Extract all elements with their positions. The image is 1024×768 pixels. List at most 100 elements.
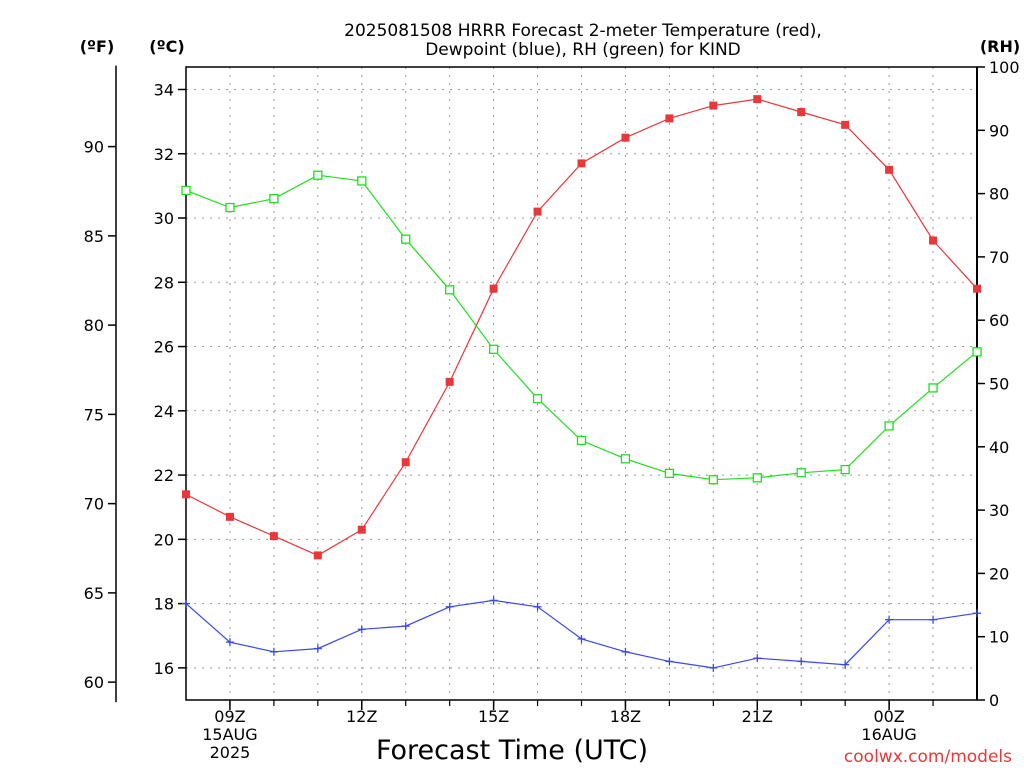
celsius-tick-label: 30 <box>154 209 174 228</box>
dewpoint-point <box>929 615 938 624</box>
rh-tick-label: 30 <box>989 501 1009 520</box>
temperature-point <box>709 101 718 110</box>
celsius-tick-label: 22 <box>154 466 174 485</box>
temperature-point <box>841 120 850 129</box>
rh-tick-label: 0 <box>989 691 999 710</box>
dewpoint-point <box>357 625 366 634</box>
rh-tick-label: 100 <box>989 58 1020 77</box>
temperature-point <box>357 525 366 534</box>
dewpoint-point <box>841 660 850 669</box>
x-tick-label: 09Z <box>214 707 245 726</box>
rh-tick-label: 70 <box>989 248 1009 267</box>
rh-point <box>401 234 411 244</box>
x-tick-label: 2025 <box>210 743 251 762</box>
temperature-point <box>973 284 981 293</box>
dewpoint-point <box>577 634 586 643</box>
celsius-tick-label: 16 <box>154 659 174 678</box>
rh-point <box>752 473 762 483</box>
fahrenheit-tick-label: 90 <box>84 138 104 157</box>
fahrenheit-tick-label: 65 <box>84 584 104 603</box>
rh-tick-label: 80 <box>989 185 1009 204</box>
unit-label-fahrenheit: (ºF) <box>80 37 115 56</box>
rh-point <box>532 394 543 404</box>
rh-point <box>884 421 894 431</box>
dewpoint-point <box>621 647 630 656</box>
series-layer <box>181 95 982 672</box>
rh-tick-label: 90 <box>989 121 1009 140</box>
temperature-point <box>182 490 190 499</box>
rh-point <box>972 347 982 357</box>
rh-point <box>664 468 675 479</box>
x-tick-label: 15Z <box>478 707 509 726</box>
celsius-tick-label: 20 <box>154 530 174 549</box>
chart-title-line2: Dewpoint (blue), RH (green) for KIND <box>425 40 741 60</box>
temperature-point <box>885 165 894 174</box>
temperature-point <box>797 107 806 116</box>
credit-text: coolwx.com/models <box>844 747 1012 767</box>
x-tick-label: 16AUG <box>861 725 916 744</box>
temperature-point <box>225 512 234 521</box>
fahrenheit-tick-label: 85 <box>84 227 104 246</box>
temperature-point <box>313 551 322 560</box>
celsius-tick-label: 18 <box>154 595 174 614</box>
celsius-tick-label: 26 <box>154 338 174 357</box>
dewpoint-point <box>973 609 981 618</box>
unit-label-rh: (RH) <box>980 37 1020 56</box>
celsius-tick-label: 28 <box>154 273 174 292</box>
rh-point <box>928 383 938 393</box>
dewpoint-point <box>269 647 278 656</box>
rh-tick-label: 50 <box>989 375 1009 394</box>
rh-point <box>313 170 323 180</box>
fahrenheit-tick-label: 80 <box>84 316 104 335</box>
temperature-point <box>665 114 674 123</box>
temperature-point <box>533 207 542 216</box>
dewpoint-point <box>753 654 762 663</box>
series-line-temperature <box>185 98 978 557</box>
rh-point <box>181 185 191 196</box>
celsius-tick-label: 24 <box>154 402 174 421</box>
dewpoint-point <box>401 622 410 631</box>
dewpoint-point <box>313 644 322 653</box>
x-tick-label: 00Z <box>873 707 904 726</box>
x-tick-label: 18Z <box>610 707 641 726</box>
temperature-point <box>269 532 278 541</box>
dewpoint-point <box>665 657 674 666</box>
temperature-point <box>577 159 586 168</box>
dewpoint-point <box>885 615 894 624</box>
rh-point <box>225 202 235 213</box>
dewpoint-point <box>533 602 542 611</box>
rh-point <box>576 435 587 446</box>
x-tick-label: 12Z <box>346 707 377 726</box>
fahrenheit-tick-label: 70 <box>84 495 104 514</box>
dewpoint-point <box>225 638 234 647</box>
rh-point <box>796 468 806 478</box>
rh-tick-label: 60 <box>989 311 1009 330</box>
fahrenheit-tick-label: 75 <box>84 405 104 424</box>
dewpoint-point <box>182 599 190 608</box>
dewpoint-point <box>489 596 498 605</box>
rh-tick-label: 10 <box>989 628 1009 647</box>
temperature-point <box>621 133 630 142</box>
x-tick-label: 21Z <box>742 707 773 726</box>
series-line-dewpoint <box>185 599 978 669</box>
temperature-point <box>753 95 762 104</box>
axes <box>108 65 985 710</box>
rh-point <box>488 344 499 354</box>
dewpoint-point <box>797 657 806 666</box>
dewpoint-point <box>709 663 718 672</box>
rh-point <box>620 454 631 464</box>
temperature-point <box>401 458 410 467</box>
rh-tick-label: 40 <box>989 438 1009 457</box>
fahrenheit-tick-label: 60 <box>84 673 104 692</box>
chart-title-line1: 2025081508 HRRR Forecast 2-meter Tempera… <box>344 21 822 41</box>
rh-point <box>445 285 455 295</box>
unit-label-celsius: (ºC) <box>149 37 184 56</box>
temperature-point <box>489 284 498 293</box>
rh-tick-label: 20 <box>989 564 1009 583</box>
x-tick-label: 15AUG <box>202 725 257 744</box>
rh-point <box>357 176 367 186</box>
celsius-tick-label: 32 <box>154 145 174 164</box>
dewpoint-point <box>445 602 454 611</box>
rh-point <box>269 194 279 204</box>
